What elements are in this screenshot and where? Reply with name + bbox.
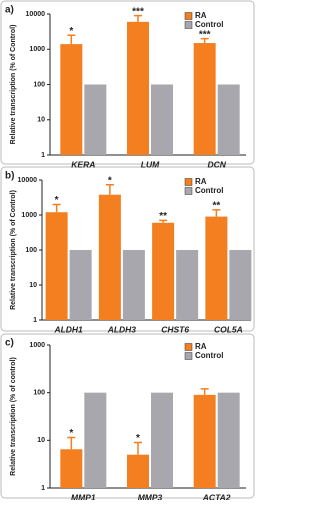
error-bar: [134, 14, 142, 22]
bar: [60, 44, 83, 156]
bar: [98, 194, 121, 320]
x-tick-label: LUM: [141, 159, 160, 169]
bar: [69, 250, 92, 320]
legend-swatch: [184, 352, 193, 360]
y-axis-label: Relative transcription (% of Control): [10, 190, 17, 310]
error-bar: [200, 37, 209, 44]
y-tick-label: 1: [33, 317, 37, 324]
error-bar: [67, 436, 76, 450]
error-bar: [212, 209, 221, 217]
y-axis-label: Relative transcription (% of Control): [10, 25, 17, 145]
error-bar: [159, 219, 168, 223]
figure: a)Relative transcription (% of Control)1…: [0, 0, 255, 502]
y-tick-label: 1000: [29, 46, 45, 53]
bar: [193, 43, 216, 155]
y-tick-label: 1: [41, 152, 45, 159]
y-tick-label: 10: [37, 117, 45, 124]
x-tick-label: ALDH3: [107, 324, 137, 334]
y-tick-label: 10000: [18, 177, 38, 184]
x-tick-label: CHST6: [161, 324, 189, 334]
panel-label: b): [5, 171, 14, 182]
x-tick-label: COL5A: [214, 324, 243, 334]
x-tick-label: DCN: [207, 159, 226, 169]
significance-label: *: [69, 26, 73, 37]
y-tick-label: 100: [33, 390, 45, 397]
significance-label: *: [136, 433, 140, 444]
legend-swatch: [184, 12, 193, 20]
x-tick-label: KERA: [71, 159, 95, 169]
bar: [84, 84, 107, 155]
bar: [45, 212, 68, 320]
legend-label: Control: [195, 351, 223, 360]
y-tick-label: 100: [25, 247, 37, 254]
y-axis-label: Relative transcription (% of control): [10, 357, 17, 476]
y-tick-label: 1000: [21, 212, 37, 219]
legend-label: RA: [195, 11, 207, 20]
bar: [60, 449, 83, 488]
bar: [84, 392, 107, 488]
legend-label: Control: [195, 20, 223, 29]
legend-label: RA: [195, 342, 207, 351]
significance-label: **: [159, 211, 167, 222]
x-tick-label: MMP1: [71, 492, 96, 500]
legend-label: Control: [195, 186, 223, 195]
panel-frame: [0, 0, 255, 165]
bar: [217, 392, 240, 488]
panel-label: a): [5, 5, 14, 16]
error-bar: [67, 34, 76, 45]
bar: [176, 250, 199, 320]
bar: [193, 394, 216, 488]
y-tick-label: 10: [29, 282, 37, 289]
bar: [152, 222, 175, 320]
legend-swatch: [184, 21, 193, 29]
legend-label: RA: [195, 177, 207, 186]
panel-frame: [0, 166, 255, 332]
panel-label: c): [5, 338, 14, 349]
significance-label: ***: [199, 29, 211, 40]
error-bar: [52, 203, 61, 213]
error-bar: [105, 184, 114, 195]
bar: [151, 84, 173, 155]
bar: [229, 250, 252, 320]
x-tick-label: ALDH1: [53, 324, 83, 334]
panel-frame: [0, 333, 255, 499]
bar: [217, 84, 240, 155]
bar: [151, 392, 173, 488]
error-bar: [134, 441, 142, 455]
legend-swatch: [184, 178, 193, 186]
y-tick-label: 1000: [29, 342, 45, 349]
bar: [127, 21, 149, 156]
x-tick-label: MMP3: [138, 492, 163, 500]
legend-swatch: [184, 343, 193, 351]
significance-label: **: [212, 201, 220, 212]
y-tick-label: 100: [33, 81, 45, 88]
x-tick-label: ACTA2: [202, 492, 231, 500]
bar: [122, 250, 145, 320]
y-tick-label: 10000: [26, 11, 46, 18]
significance-label: *: [108, 175, 112, 186]
y-tick-label: 1: [41, 485, 45, 492]
legend-swatch: [184, 187, 193, 195]
y-tick-label: 10: [37, 437, 45, 444]
error-bar: [200, 388, 209, 395]
significance-label: *: [69, 428, 73, 439]
bar: [205, 216, 228, 320]
significance-label: ***: [132, 6, 144, 17]
significance-label: *: [55, 195, 59, 206]
bar: [127, 454, 149, 488]
